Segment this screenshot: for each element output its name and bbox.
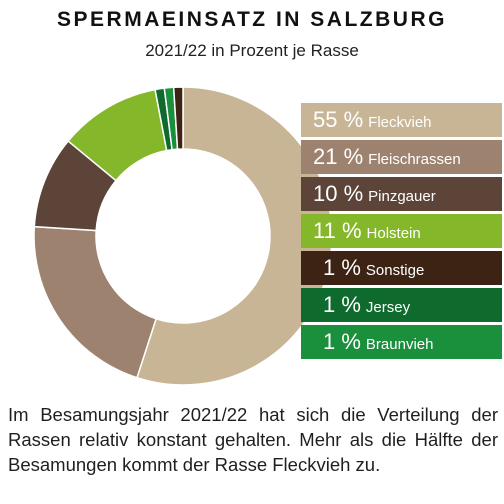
legend-label: Holstein	[366, 224, 421, 242]
legend-item-holstein: 11 % Holstein	[301, 214, 502, 248]
chart-title: SPERMAEINSATZ IN SALZBURG	[57, 8, 447, 31]
legend-item-jersey: 1 % Jersey	[301, 288, 502, 322]
legend-label: Fleckvieh	[368, 113, 432, 131]
legend-label: Jersey	[365, 298, 411, 316]
legend-value: 1 %	[323, 292, 361, 317]
legend-value: 10 %	[313, 181, 364, 206]
legend-item-sonstige: 1 % Sonstige	[301, 251, 502, 285]
legend-value: 11 %	[313, 218, 362, 243]
legend-value: 21 %	[313, 144, 364, 169]
legend-label: Braunvieh	[365, 335, 434, 353]
chart-subtitle: 2021/22 in Prozent je Rasse	[145, 41, 359, 60]
legend-item-fleischrassen: 21 % Fleischrassen	[301, 140, 502, 174]
legend-label: Sonstige	[365, 261, 425, 279]
donut-slice-fleischrassen	[33, 225, 158, 379]
legend-item-fleckvieh: 55 % Fleckvieh	[301, 103, 502, 137]
legend-item-pinzgauer: 10 % Pinzgauer	[301, 177, 502, 211]
legend-label: Fleischrassen	[368, 150, 461, 168]
caption-text: Im Besamungsjahr 2021/22 hat sich die Ve…	[8, 404, 498, 475]
legend-value: 1 %	[323, 329, 361, 354]
legend-value: 1 %	[323, 255, 361, 280]
legend-value: 55 %	[313, 107, 364, 132]
legend-item-braunvieh: 1 % Braunvieh	[301, 325, 502, 359]
legend: 55 % Fleckvieh 21 % Fleischrassen 10 % Pinzga…	[301, 103, 502, 362]
donut-slice-sonstige	[172, 86, 184, 150]
legend-label: Pinzgauer	[368, 187, 436, 205]
